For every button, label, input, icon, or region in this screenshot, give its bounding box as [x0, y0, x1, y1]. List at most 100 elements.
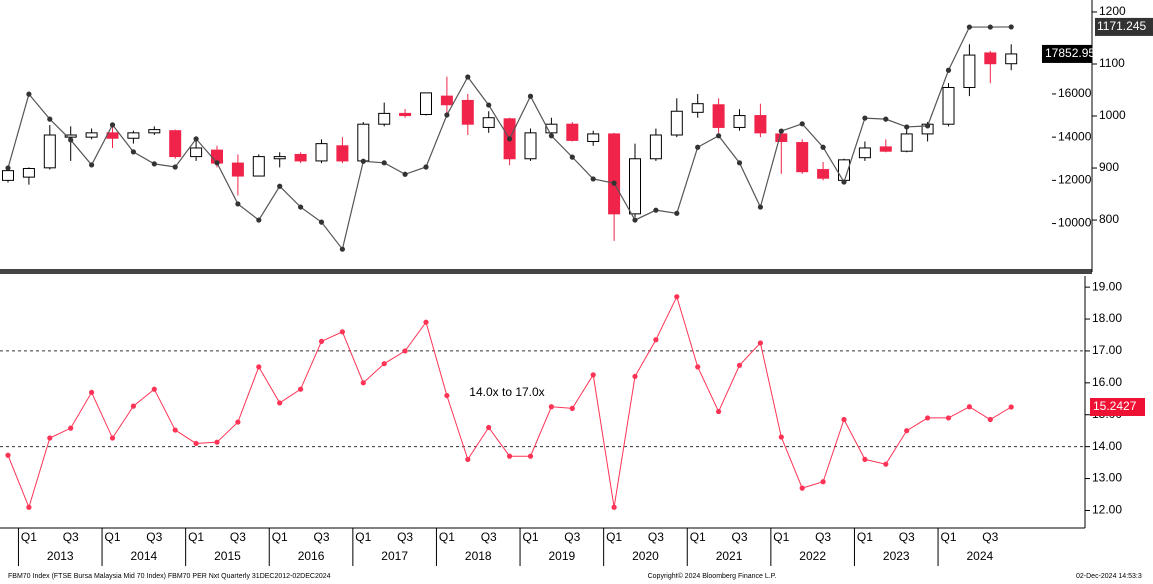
candle-body: [461, 99, 474, 125]
candle-body: [148, 129, 161, 134]
per-dot: [402, 348, 408, 354]
year-label: 2014: [130, 549, 157, 563]
earnings-dot: [925, 123, 931, 129]
earnings-dot: [444, 112, 450, 118]
x-tick-label: Q1: [690, 530, 706, 544]
x-tick-label: Q3: [313, 530, 329, 544]
candle-body: [712, 104, 725, 128]
candle-body: [984, 52, 997, 65]
candle-body: [399, 112, 412, 117]
earnings-dot: [172, 164, 178, 170]
y-tick-label: 16000: [1058, 86, 1092, 100]
candle-body: [64, 134, 77, 138]
candle-body: [169, 130, 182, 158]
per-dot: [590, 372, 596, 378]
y-tick-label: 10000: [1058, 216, 1092, 230]
year-label: 2019: [548, 549, 575, 563]
earnings-dot: [569, 154, 575, 160]
per-dot: [653, 337, 659, 343]
candle-body: [336, 145, 349, 162]
candle-body: [879, 146, 892, 152]
earnings-dot: [235, 201, 241, 207]
y2-tick-label: 800: [1099, 212, 1119, 226]
candle-body: [566, 123, 579, 141]
y-tick-label: 13.00: [1092, 471, 1122, 485]
y-tick-label: 12.00: [1092, 503, 1122, 517]
earnings-dot: [611, 180, 617, 186]
x-tick-label: Q1: [21, 530, 37, 544]
x-tick-label: Q1: [104, 530, 120, 544]
candle-body: [357, 123, 370, 162]
candle-body: [231, 162, 244, 177]
per-dot: [507, 453, 513, 459]
x-tick-label: Q3: [982, 530, 998, 544]
candle-body: [127, 132, 140, 139]
year-label: 2013: [47, 549, 74, 563]
candle-body: [482, 117, 495, 128]
last-price-label: 17852.95: [1045, 46, 1095, 60]
candle-body: [315, 143, 328, 162]
earnings-dot: [716, 133, 722, 139]
last-price-box: [1042, 44, 1092, 63]
per-dot: [465, 456, 471, 463]
annotation: 14.0x to 17.0x: [469, 385, 544, 399]
per-dot: [904, 428, 910, 434]
earnings-dot: [527, 93, 534, 99]
y-tick-label: 14.00: [1092, 439, 1122, 453]
per-dot: [841, 416, 847, 423]
earnings-dot: [590, 176, 596, 182]
per-dot: [318, 338, 325, 344]
earnings-dot: [904, 124, 910, 130]
year-label: 2017: [381, 549, 408, 563]
year-label: 2018: [465, 549, 492, 563]
candle-body: [294, 153, 307, 162]
earnings-dot: [68, 137, 74, 143]
x-tick-label: Q1: [857, 530, 873, 544]
x-tick-label: Q1: [355, 530, 371, 544]
earnings-dot: [632, 217, 638, 223]
earnings-dot: [820, 144, 826, 150]
per-dot: [945, 415, 952, 421]
x-tick-label: Q3: [230, 530, 246, 544]
per-dot: [151, 386, 157, 392]
earnings-dot: [653, 207, 659, 213]
per-dot: [360, 380, 366, 386]
year-label: 2022: [799, 549, 826, 563]
per-dot: [5, 452, 11, 458]
footer-left: FBM70 Index (FTSE Bursa Malaysia Mid 70 …: [8, 573, 331, 580]
per-dot: [235, 419, 241, 425]
candle-body: [440, 95, 453, 106]
candle-body: [900, 133, 913, 152]
earnings-dot: [507, 136, 513, 142]
earnings-dot: [47, 116, 53, 122]
per-dot: [548, 404, 555, 410]
y2-tick-label: 1100: [1099, 56, 1125, 70]
per-dot: [256, 364, 262, 370]
x-tick-label: Q3: [146, 530, 162, 544]
x-tick-label: Q3: [899, 530, 915, 544]
earnings-dot: [298, 204, 304, 210]
x-tick-label: Q1: [522, 530, 538, 544]
x-tick-label: Q3: [481, 530, 497, 544]
last-per-box: [1090, 397, 1145, 416]
earnings-dot: [339, 246, 345, 252]
earnings-dot: [674, 210, 680, 216]
y-tick-label: 19.00: [1092, 279, 1122, 293]
earnings-dot: [318, 219, 325, 225]
earnings-dot: [89, 162, 95, 168]
last-line-label: 1171.245: [1097, 19, 1146, 33]
earnings-dot: [1008, 24, 1014, 30]
earnings-dot: [966, 24, 973, 30]
x-tick-label: Q3: [397, 530, 413, 544]
earnings-dot: [862, 115, 868, 121]
earnings-dot: [778, 128, 784, 134]
per-dot: [109, 435, 116, 441]
earnings-dot: [799, 121, 805, 127]
x-tick-label: Q3: [815, 530, 831, 544]
earnings-dot: [841, 179, 847, 185]
per-dot: [444, 392, 450, 399]
per-dot: [527, 453, 534, 459]
per-dot: [883, 461, 889, 467]
per-dot: [966, 404, 973, 410]
